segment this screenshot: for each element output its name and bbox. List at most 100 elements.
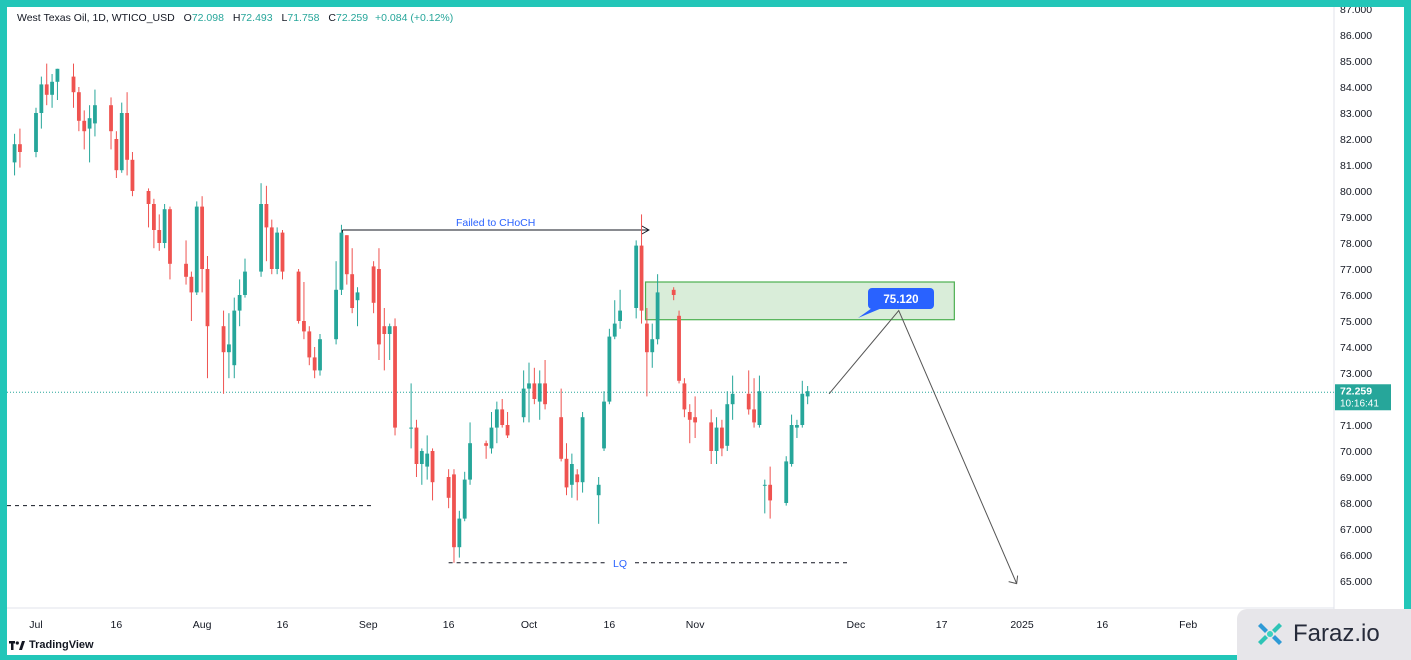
- candle-body-down: [484, 443, 489, 446]
- candle-body-up: [12, 144, 17, 163]
- candle-body-up: [87, 118, 92, 129]
- x-tick-label: Oct: [521, 619, 537, 631]
- candle-body-down: [382, 326, 387, 334]
- candle-body-down: [752, 409, 756, 423]
- candle-body-up: [387, 326, 392, 334]
- candle-body-up: [194, 206, 199, 293]
- candle-body-down: [709, 422, 714, 451]
- candle-body-down: [296, 271, 301, 321]
- candle-body-up: [243, 271, 247, 295]
- y-tick-label: 75.000: [1340, 316, 1372, 328]
- candle-body-up: [655, 292, 660, 340]
- candle-body-up: [259, 204, 263, 272]
- candle-body-up: [50, 81, 54, 95]
- zone-label-pointer: [858, 308, 882, 318]
- candle-body-down: [543, 383, 547, 405]
- candle-body-up: [334, 289, 338, 340]
- y-tick-label: 84.000: [1340, 82, 1372, 94]
- symbol-label: West Texas Oil, 1D, WTICO_USD: [17, 12, 175, 24]
- candle-body-up: [419, 451, 424, 464]
- candle-body-down: [693, 417, 698, 423]
- x-tick-label: Aug: [193, 619, 212, 631]
- candle-body-up: [612, 323, 617, 337]
- candle-body-down: [200, 206, 205, 269]
- candle-body-down: [430, 451, 435, 483]
- candle-body-up: [521, 388, 526, 418]
- x-tick-label: Dec: [847, 619, 866, 631]
- candle-body-up: [596, 484, 601, 496]
- projection-arrowhead: [1008, 575, 1019, 585]
- tradingview-logo[interactable]: TradingView: [9, 639, 94, 651]
- candle-body-up: [55, 68, 60, 82]
- candle-body-up: [34, 113, 38, 152]
- zone-label-text: 75.120: [883, 294, 918, 306]
- x-tick-label: 17: [936, 619, 948, 631]
- open-key: O: [183, 12, 192, 24]
- choch-label: Failed to CHoCH: [456, 217, 535, 229]
- candle-body-up: [537, 383, 542, 402]
- current-price-tag: [1335, 384, 1391, 411]
- y-tick-label: 76.000: [1340, 290, 1372, 302]
- candle-body-down: [264, 204, 269, 228]
- x-tick-label: 16: [277, 619, 289, 631]
- candle-body-down: [168, 209, 172, 264]
- lq-label: LQ: [613, 558, 627, 570]
- price-chart[interactable]: 65.000 66.000 67.000 68.000 69.000 70.000 71.0…: [7, 7, 1404, 655]
- candle-body-up: [725, 404, 730, 446]
- candle-body-up: [784, 461, 789, 503]
- x-tick-label: 16: [111, 619, 123, 631]
- candle-body-down: [644, 323, 649, 353]
- faraz-badge[interactable]: Faraz.io: [1237, 609, 1411, 660]
- y-tick-label: 80.000: [1340, 186, 1372, 198]
- candle-body-up: [39, 84, 44, 113]
- candle-body-up: [569, 464, 574, 485]
- candle-body-down: [269, 227, 274, 269]
- y-tick-label: 83.000: [1340, 108, 1372, 120]
- candle-body-down: [677, 315, 681, 381]
- candle-body-down: [280, 232, 285, 272]
- x-tick-label: Sep: [359, 619, 378, 631]
- candle-body-down: [639, 245, 644, 311]
- x-tick-label: Feb: [1179, 619, 1197, 631]
- open-value: 72.098: [191, 12, 224, 24]
- candle-body-up: [757, 391, 762, 425]
- countdown-value: 10:16:41: [1340, 398, 1379, 409]
- candle-body-up: [634, 245, 639, 308]
- y-tick-label: 66.000: [1340, 550, 1372, 562]
- x-tick-label: 2025: [1010, 619, 1034, 631]
- candle-body-down: [44, 84, 49, 95]
- x-tick-label: Jul: [29, 619, 42, 631]
- candle-body-down: [671, 289, 676, 295]
- candle-body-down: [71, 76, 76, 93]
- candle-body-up: [800, 393, 805, 425]
- candle-body-up: [162, 209, 167, 243]
- current-price-value: 72.259: [1340, 385, 1372, 397]
- y-tick-label: 71.000: [1340, 420, 1372, 432]
- candle-body-down: [130, 159, 135, 191]
- candle-body-up: [227, 344, 231, 353]
- change-value: +0.084 (+0.12%): [375, 12, 454, 24]
- candle-body-down: [302, 321, 306, 332]
- candle-body-up: [339, 232, 344, 290]
- candle-body-down: [151, 204, 156, 230]
- candle-body-down: [682, 383, 687, 410]
- candle-body-down: [18, 144, 22, 152]
- candle-body-up: [618, 310, 622, 321]
- candle-body-down: [205, 269, 210, 327]
- x-tick-label: 16: [1097, 619, 1109, 631]
- candle-body-up: [457, 518, 462, 548]
- y-tick-label: 82.000: [1340, 134, 1372, 146]
- candle-body-down: [414, 427, 419, 464]
- x-tick-label: 16: [443, 619, 455, 631]
- candle-body-down: [307, 331, 312, 358]
- candle-body-down: [312, 357, 317, 371]
- candle-body-down: [532, 383, 537, 399]
- choch-arrowhead: [641, 225, 650, 235]
- candle-body-down: [189, 276, 194, 293]
- candle-body-up: [93, 105, 97, 124]
- y-tick-label: 78.000: [1340, 238, 1372, 250]
- low-value: 71.758: [287, 12, 320, 24]
- candle-body-up: [468, 443, 472, 480]
- candle-body-down: [768, 484, 773, 501]
- candle-body-up: [650, 339, 655, 353]
